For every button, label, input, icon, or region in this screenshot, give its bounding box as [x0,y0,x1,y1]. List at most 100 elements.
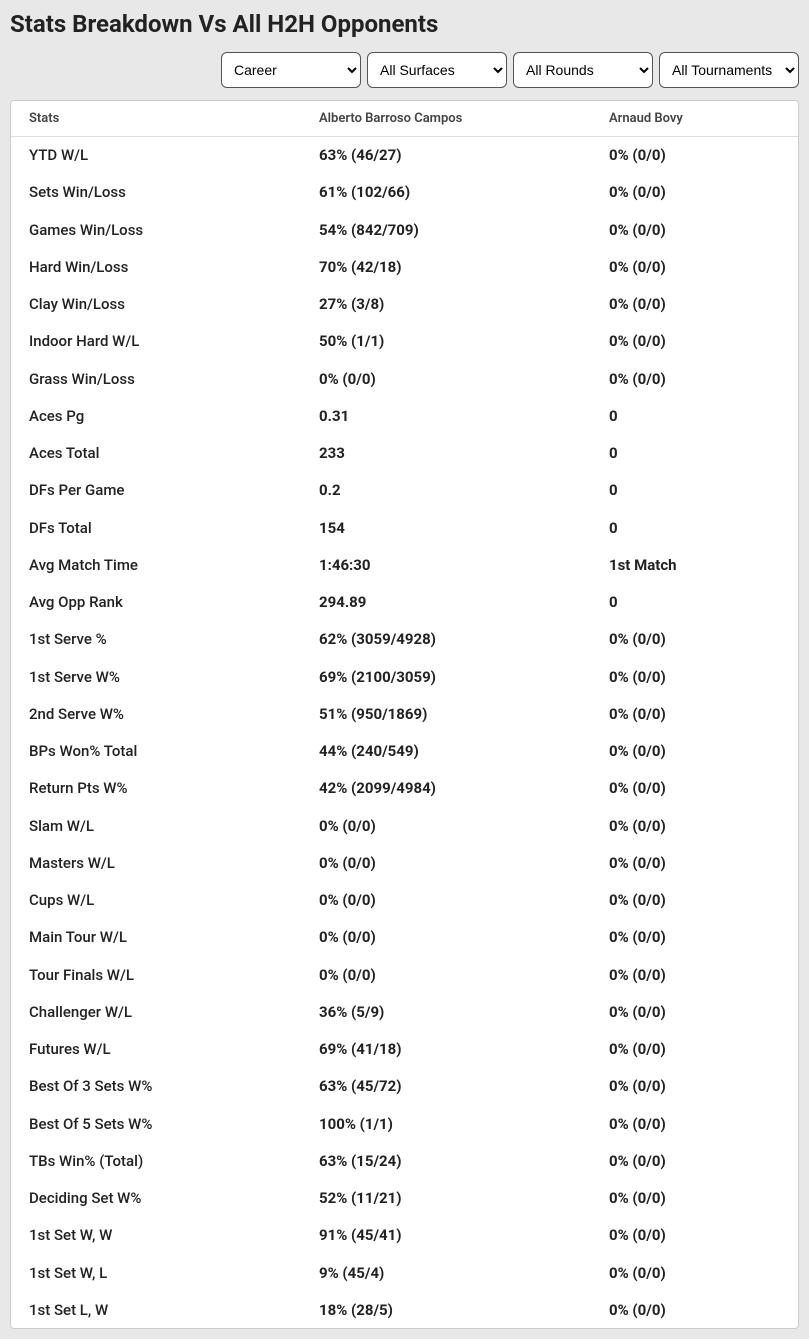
stat-value-player1: 0.31 [301,397,591,434]
stat-value-player1: 61% (102/66) [301,174,591,211]
stat-value-player1: 0% (0/0) [301,807,591,844]
stat-label: Grass Win/Loss [11,360,301,397]
stat-value-player1: 1:46:30 [301,546,591,583]
stat-value-player2: 0% (0/0) [591,1105,798,1142]
stat-value-player2: 0% (0/0) [591,844,798,881]
stat-label: Best Of 5 Sets W% [11,1105,301,1142]
stat-value-player2: 0% (0/0) [591,1254,798,1291]
stat-value-player1: 51% (950/1869) [301,695,591,732]
stat-value-player2: 0% (0/0) [591,658,798,695]
stat-value-player1: 36% (5/9) [301,993,591,1030]
col-header-player2: Arnaud Bovy [591,101,798,137]
stat-label: Deciding Set W% [11,1180,301,1217]
stat-label: Aces Pg [11,397,301,434]
stat-value-player1: 0% (0/0) [301,956,591,993]
stat-value-player1: 62% (3059/4928) [301,621,591,658]
stat-label: Sets Win/Loss [11,174,301,211]
stat-value-player2: 0% (0/0) [591,323,798,360]
table-row: TBs Win% (Total)63% (15/24)0% (0/0) [11,1142,798,1179]
table-row: Cups W/L0% (0/0)0% (0/0) [11,882,798,919]
stat-value-player2: 1st Match [591,546,798,583]
stat-value-player1: 0% (0/0) [301,844,591,881]
stat-value-player1: 0% (0/0) [301,919,591,956]
filter-career[interactable]: Career [221,52,361,88]
table-row: 2nd Serve W%51% (950/1869)0% (0/0) [11,695,798,732]
stat-label: 1st Serve W% [11,658,301,695]
stat-value-player1: 233 [301,435,591,472]
stat-value-player2: 0% (0/0) [591,919,798,956]
stat-value-player2: 0% (0/0) [591,882,798,919]
stat-value-player2: 0% (0/0) [591,770,798,807]
stat-label: Indoor Hard W/L [11,323,301,360]
filter-tournaments[interactable]: All Tournaments [659,52,799,88]
table-row: Avg Match Time1:46:301st Match [11,546,798,583]
stat-label: Best Of 3 Sets W% [11,1068,301,1105]
stat-label: Games Win/Loss [11,211,301,248]
table-row: Indoor Hard W/L50% (1/1)0% (0/0) [11,323,798,360]
table-row: 1st Serve %62% (3059/4928)0% (0/0) [11,621,798,658]
stat-value-player1: 0.2 [301,472,591,509]
stat-value-player1: 63% (15/24) [301,1142,591,1179]
stat-value-player1: 91% (45/41) [301,1217,591,1254]
stat-value-player1: 50% (1/1) [301,323,591,360]
stat-value-player1: 0% (0/0) [301,882,591,919]
stat-label: Avg Opp Rank [11,584,301,621]
stat-value-player1: 42% (2099/4984) [301,770,591,807]
stat-value-player2: 0% (0/0) [591,1142,798,1179]
table-row: BPs Won% Total44% (240/549)0% (0/0) [11,733,798,770]
table-row: 1st Set L, W18% (28/5)0% (0/0) [11,1291,798,1328]
table-row: Games Win/Loss54% (842/709)0% (0/0) [11,211,798,248]
stat-label: Cups W/L [11,882,301,919]
table-row: Sets Win/Loss61% (102/66)0% (0/0) [11,174,798,211]
stat-value-player1: 44% (240/549) [301,733,591,770]
stat-value-player1: 54% (842/709) [301,211,591,248]
stat-label: Avg Match Time [11,546,301,583]
stat-label: Challenger W/L [11,993,301,1030]
stat-value-player2: 0% (0/0) [591,993,798,1030]
stat-value-player2: 0 [591,397,798,434]
stat-value-player1: 294.89 [301,584,591,621]
table-row: Challenger W/L36% (5/9)0% (0/0) [11,993,798,1030]
stat-label: Slam W/L [11,807,301,844]
table-row: Best Of 3 Sets W%63% (45/72)0% (0/0) [11,1068,798,1105]
table-row: Hard Win/Loss70% (42/18)0% (0/0) [11,248,798,285]
stat-label: 1st Serve % [11,621,301,658]
stat-label: Return Pts W% [11,770,301,807]
stat-value-player1: 70% (42/18) [301,248,591,285]
stat-label: 1st Set W, W [11,1217,301,1254]
stat-value-player2: 0% (0/0) [591,807,798,844]
stat-value-player1: 69% (41/18) [301,1031,591,1068]
table-row: Return Pts W%42% (2099/4984)0% (0/0) [11,770,798,807]
stat-value-player1: 63% (45/72) [301,1068,591,1105]
stat-label: 1st Set W, L [11,1254,301,1291]
stat-value-player2: 0% (0/0) [591,1217,798,1254]
stat-label: Clay Win/Loss [11,286,301,323]
stat-label: 1st Set L, W [11,1291,301,1328]
stat-label: TBs Win% (Total) [11,1142,301,1179]
table-row: 1st Set W, L9% (45/4)0% (0/0) [11,1254,798,1291]
filter-bar: Career All Surfaces All Rounds All Tourn… [10,52,799,88]
stat-value-player1: 18% (28/5) [301,1291,591,1328]
stat-value-player2: 0 [591,509,798,546]
stat-value-player1: 27% (3/8) [301,286,591,323]
table-row: Slam W/L0% (0/0)0% (0/0) [11,807,798,844]
table-row: YTD W/L63% (46/27)0% (0/0) [11,137,798,174]
stat-value-player2: 0% (0/0) [591,621,798,658]
stat-value-player1: 63% (46/27) [301,137,591,174]
filter-rounds[interactable]: All Rounds [513,52,653,88]
stat-value-player2: 0% (0/0) [591,1068,798,1105]
table-row: Avg Opp Rank294.890 [11,584,798,621]
filter-surfaces[interactable]: All Surfaces [367,52,507,88]
table-row: 1st Serve W%69% (2100/3059)0% (0/0) [11,658,798,695]
page-title: Stats Breakdown Vs All H2H Opponents [10,10,799,38]
stat-value-player2: 0% (0/0) [591,174,798,211]
table-row: Deciding Set W%52% (11/21)0% (0/0) [11,1180,798,1217]
stat-label: Hard Win/Loss [11,248,301,285]
table-row: Main Tour W/L0% (0/0)0% (0/0) [11,919,798,956]
stat-value-player2: 0% (0/0) [591,211,798,248]
stats-table-container: Stats Alberto Barroso Campos Arnaud Bovy… [10,100,799,1329]
stat-value-player1: 0% (0/0) [301,360,591,397]
col-header-stats: Stats [11,101,301,137]
stat-value-player1: 100% (1/1) [301,1105,591,1142]
table-row: Grass Win/Loss0% (0/0)0% (0/0) [11,360,798,397]
